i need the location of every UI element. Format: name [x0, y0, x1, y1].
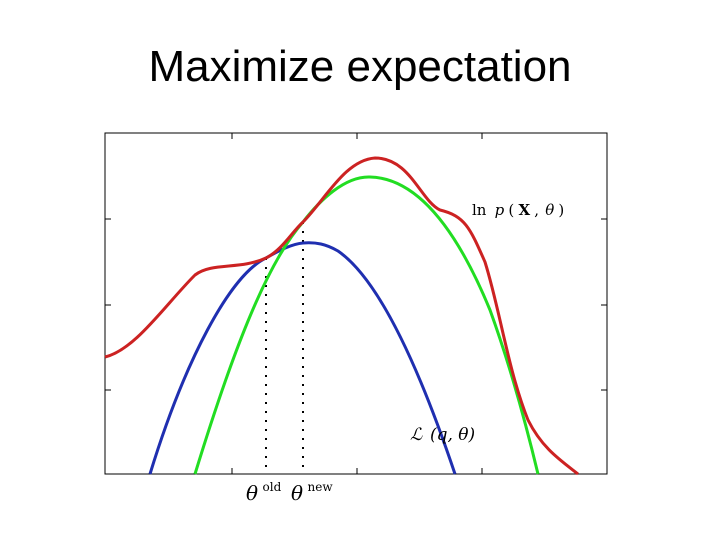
label-open-paren: (	[508, 201, 514, 219]
theta-new-superscript: new	[308, 480, 334, 494]
plot-frame	[104, 132, 608, 475]
label-comma: ,	[534, 201, 539, 219]
theta-old-symbol: θ	[246, 481, 258, 505]
theta-old-label: θ old	[246, 480, 282, 505]
label-L: ℒ	[410, 425, 423, 445]
label-p: p	[495, 201, 505, 219]
theta-old-superscript: old	[263, 480, 282, 494]
log-likelihood-curve	[104, 156, 579, 476]
tick-marks	[105, 133, 607, 474]
theta-new-label: θ new	[291, 480, 333, 505]
label-ln: ln	[472, 201, 487, 219]
label-theta: θ	[545, 201, 554, 219]
lower-bound-old-curve	[148, 241, 457, 475]
theta-new-symbol: θ	[291, 481, 303, 505]
log-likelihood-label: ln p ( X , θ )	[472, 201, 564, 219]
lower-bound-label: ℒ (q, θ)	[410, 425, 475, 445]
label-q-theta: (q, θ)	[430, 425, 475, 445]
slide-title: Maximize expectation	[148, 42, 572, 91]
label-close-paren: )	[558, 201, 564, 219]
lower-bound-new-curve	[193, 175, 540, 475]
label-X: X	[518, 201, 530, 219]
